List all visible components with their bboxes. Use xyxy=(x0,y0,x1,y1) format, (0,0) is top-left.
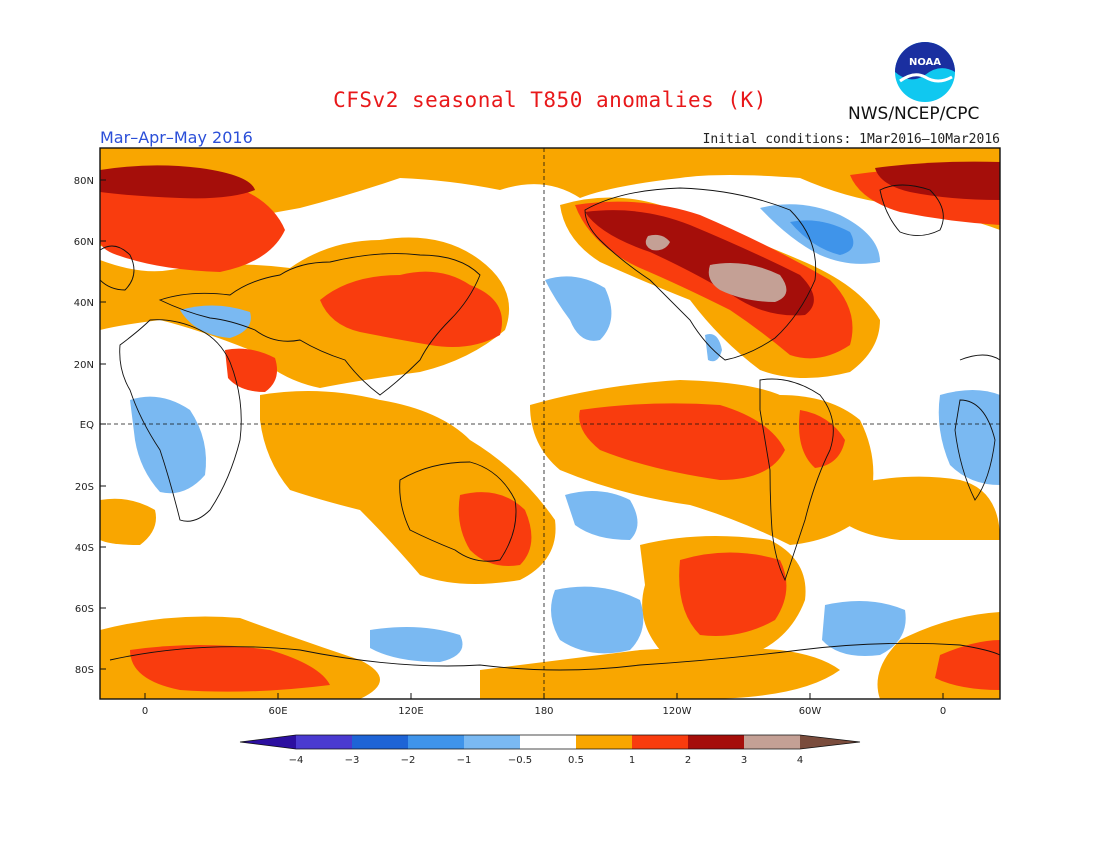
anomaly-region-arctic-core-east-2 xyxy=(875,161,1000,200)
colorbar-segment-1-2 xyxy=(632,735,688,749)
anomaly-region-labrador-cold xyxy=(790,220,854,255)
colorbar-label: 3 xyxy=(741,755,747,766)
initial-conditions: Initial conditions: 1Mar2016–10Mar2016 xyxy=(702,132,1000,147)
colorbar-label: 0.5 xyxy=(568,755,584,766)
anomaly-region-africa-cool xyxy=(130,396,206,494)
colorbar-label: 2 xyxy=(685,755,691,766)
colorbar-segment-3-4 xyxy=(744,735,800,749)
colorbar-label: 4 xyxy=(797,755,803,766)
latitude-label: 80S xyxy=(75,665,94,676)
longitude-axis: 0 60E 120E 180 120W 60W 0 xyxy=(142,693,946,717)
latitude-label: 20S xyxy=(75,482,94,493)
forecast-period: Mar–Apr–May 2016 xyxy=(100,128,253,147)
anomaly-region-india xyxy=(225,348,278,392)
coastlines xyxy=(100,184,1000,671)
longitude-label: 60E xyxy=(268,706,287,717)
anomaly-region-alaska-peak xyxy=(645,234,670,251)
anomaly-field xyxy=(100,148,1000,699)
anomaly-region-north-pacific-cool xyxy=(545,276,612,341)
map-title: CFSv2 seasonal T850 anomalies (K) xyxy=(333,88,767,112)
anomaly-region-south-pacific-cool xyxy=(565,491,638,540)
longitude-label: 180 xyxy=(534,706,553,717)
noaa-logo: NOAA xyxy=(895,42,955,102)
colorbar-segment-neg2-neg1 xyxy=(408,735,464,749)
latitude-label: 40N xyxy=(74,298,94,309)
longitude-label: 0 xyxy=(940,706,946,717)
longitude-label: 120W xyxy=(663,706,692,717)
colorbar-segment-05-1 xyxy=(576,735,632,749)
colorbar-label: −4 xyxy=(289,755,304,766)
logo-text: NOAA xyxy=(909,57,941,68)
colorbar-segment-gt4 xyxy=(800,735,860,749)
colorbar-label: 1 xyxy=(629,755,635,766)
colorbar-segment-neg3-neg2 xyxy=(352,735,408,749)
colorbar-label: −2 xyxy=(401,755,416,766)
longitude-label: 0 xyxy=(142,706,148,717)
anomaly-region-southern-ocean-cool-2 xyxy=(822,601,906,656)
colorbar: −4 −3 −2 −1 −0.5 0.5 1 2 3 4 xyxy=(239,734,861,766)
anomaly-region-antarctica-core xyxy=(130,645,330,692)
longitude-label: 120E xyxy=(398,706,423,717)
latitude-label: EQ xyxy=(80,420,94,431)
anomaly-region-antarctica-core-east xyxy=(935,640,1000,690)
anomaly-region-brazil-coast xyxy=(799,410,845,468)
anomaly-region-siberia xyxy=(100,181,285,272)
colorbar-label: −0.5 xyxy=(508,755,532,766)
colorbar-segment-neg4-neg3 xyxy=(296,735,352,749)
anomaly-region-west-africa xyxy=(100,498,156,545)
anomaly-region-nino xyxy=(579,403,785,480)
colorbar-outline xyxy=(239,734,861,750)
anomaly-region-southern-ocean-cool xyxy=(551,586,644,654)
latitude-label: 40S xyxy=(75,543,94,554)
anomaly-region-australia-east xyxy=(458,492,532,566)
latitude-label: 60S xyxy=(75,604,94,615)
agency-label: NWS/NCEP/CPC xyxy=(848,104,980,124)
colorbar-segment-neg05-05 xyxy=(520,735,576,749)
anomaly-region-east-asia xyxy=(320,271,502,348)
anomaly-region-antarctica-east xyxy=(480,647,840,699)
colorbar-label: −3 xyxy=(345,755,360,766)
colorbar-label: −1 xyxy=(457,755,472,766)
latitude-label: 20N xyxy=(74,360,94,371)
anomaly-region-arctic xyxy=(100,148,1000,248)
anomaly-region-south-pacific-core xyxy=(679,552,787,636)
latitude-axis: 80N 60N 40N 20N EQ 20S 40S 60S 80S xyxy=(74,176,106,676)
anomaly-region-mediterranean-cool xyxy=(180,305,251,338)
colorbar-segment-2-3 xyxy=(688,735,744,749)
latitude-label: 80N xyxy=(74,176,94,187)
latitude-label: 60N xyxy=(74,237,94,248)
colorbar-segment-lt-neg4 xyxy=(240,735,296,749)
colorbar-segment-neg1-neg05 xyxy=(464,735,520,749)
longitude-label: 60W xyxy=(799,706,822,717)
anomaly-region-south-atlantic xyxy=(830,476,1000,540)
anomaly-region-siberia-core xyxy=(100,165,255,199)
anomaly-region-canada-peak xyxy=(708,262,787,302)
anomaly-region-antarctic-peninsula-cool xyxy=(370,626,463,662)
